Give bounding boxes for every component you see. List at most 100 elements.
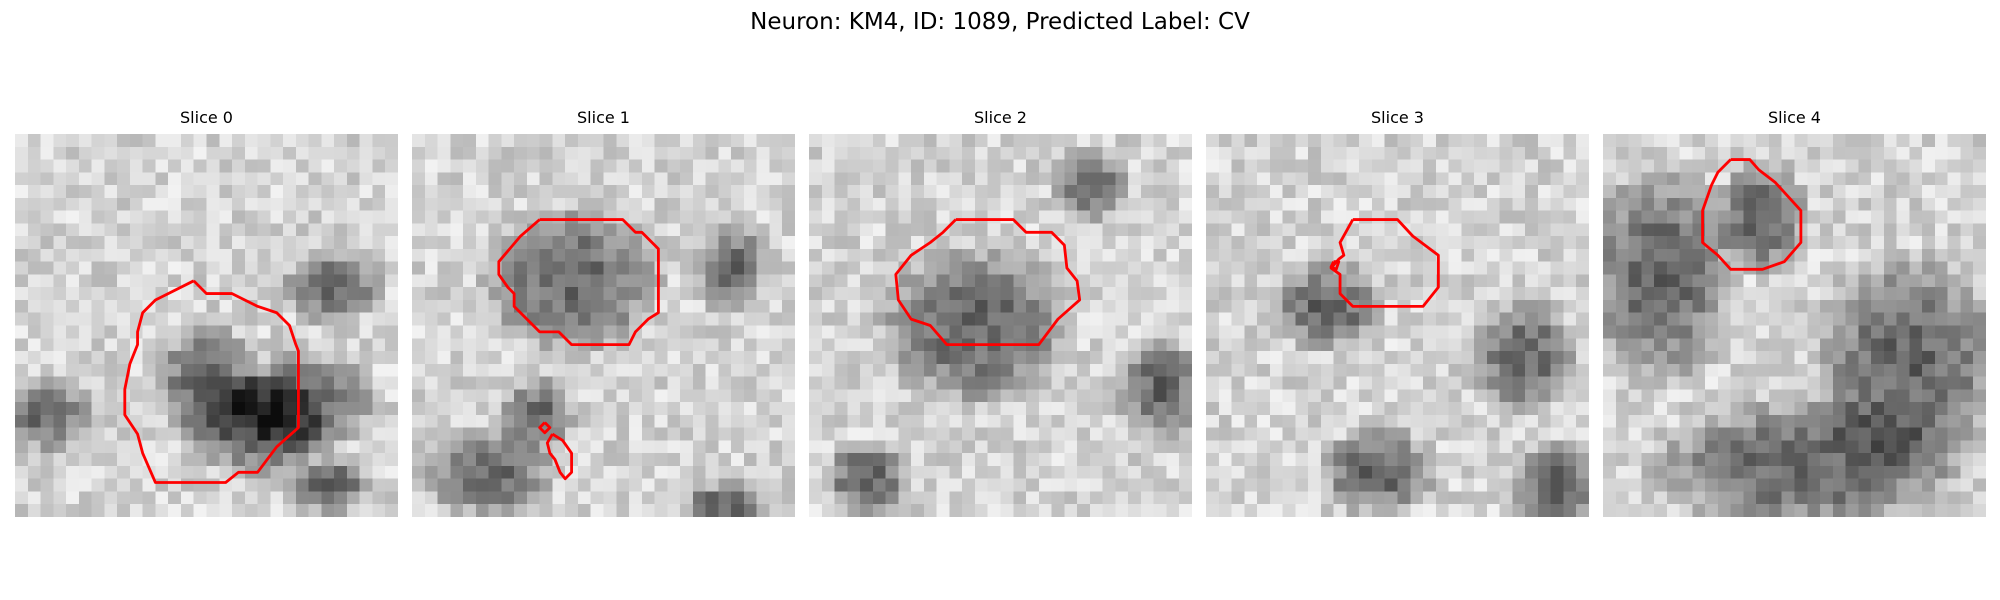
image-pixel [1934,351,1948,365]
image-pixel [1128,134,1142,148]
image-pixel [834,376,848,390]
image-pixel [539,363,553,377]
image-pixel [142,261,156,275]
image-pixel [1512,351,1526,365]
image-pixel [629,427,643,441]
image-pixel [987,465,1001,479]
image-pixel [1973,325,1986,339]
image-pixel [308,389,322,403]
image-pixel [78,236,92,250]
image-pixel [1512,312,1526,326]
image-pixel [1537,185,1551,199]
image-pixel [193,223,207,237]
image-pixel [1603,312,1617,326]
image-pixel [539,146,553,160]
image-pixel [1896,248,1910,262]
image-pixel [27,440,41,454]
image-pixel [91,197,105,211]
image-pixel [1615,389,1629,403]
image-pixel [1960,363,1974,377]
image-pixel [1654,440,1668,454]
image-pixel [1257,338,1271,352]
image-pixel [1947,146,1961,160]
image-pixel [129,491,143,505]
image-pixel [1410,402,1424,416]
image-pixel [359,299,373,313]
image-pixel [1244,223,1258,237]
image-pixel [1896,376,1910,390]
image-pixel [1051,402,1065,416]
image-pixel [1269,414,1283,428]
image-pixel [1461,402,1475,416]
image-pixel [1768,312,1782,326]
image-pixel [244,376,258,390]
image-pixel [809,236,823,250]
image-pixel [1486,389,1500,403]
image-pixel [809,210,823,224]
image-pixel [1486,223,1500,237]
image-pixel [424,185,438,199]
image-pixel [1499,427,1513,441]
image-pixel [1666,453,1680,467]
image-pixel [1858,287,1872,301]
image-pixel [1934,248,1948,262]
image-pixel [475,402,489,416]
image-pixel [1166,223,1180,237]
image-pixel [1461,159,1475,173]
image-pixel [1179,172,1192,186]
image-pixel [372,299,386,313]
image-pixel [1359,363,1373,377]
image-pixel [898,134,912,148]
image-pixel [463,389,477,403]
image-pixel [27,325,41,339]
image-pixel [692,440,706,454]
image-pixel [1615,478,1629,492]
image-pixel [308,478,322,492]
image-pixel [1807,299,1821,313]
image-pixel [168,504,182,517]
image-pixel [1295,440,1309,454]
image-pixel [1179,376,1192,390]
image-pixel [385,172,398,186]
image-pixel [501,146,515,160]
image-pixel [1820,274,1834,288]
image-pixel [1768,223,1782,237]
image-pixel [743,287,757,301]
image-pixel [1525,223,1539,237]
image-pixel [1654,376,1668,390]
image-pixel [346,146,360,160]
image-pixel [1038,197,1052,211]
image-pixel [743,440,757,454]
image-pixel [1947,185,1961,199]
image-pixel [15,427,29,441]
image-pixel [667,287,681,301]
image-pixel [372,376,386,390]
image-pixel [1628,325,1642,339]
image-pixel [705,491,719,505]
image-pixel [782,440,795,454]
image-pixel [1257,261,1271,275]
image-pixel [654,440,668,454]
image-pixel [1346,197,1360,211]
image-pixel [1051,261,1065,275]
image-pixel [1282,376,1296,390]
image-pixel [372,146,386,160]
image-pixel [565,146,579,160]
image-pixel [78,465,92,479]
image-pixel [1089,223,1103,237]
image-pixel [936,210,950,224]
image-pixel [1179,287,1192,301]
image-pixel [616,402,630,416]
image-pixel [15,210,29,224]
image-pixel [949,274,963,288]
image-pixel [526,389,540,403]
image-pixel [1832,197,1846,211]
image-pixel [1102,197,1116,211]
image-pixel [501,248,515,262]
image-pixel [1257,146,1271,160]
image-pixel [334,414,348,428]
image-pixel [321,338,335,352]
image-pixel [1628,172,1642,186]
image-pixel [1781,402,1795,416]
image-pixel [206,363,220,377]
